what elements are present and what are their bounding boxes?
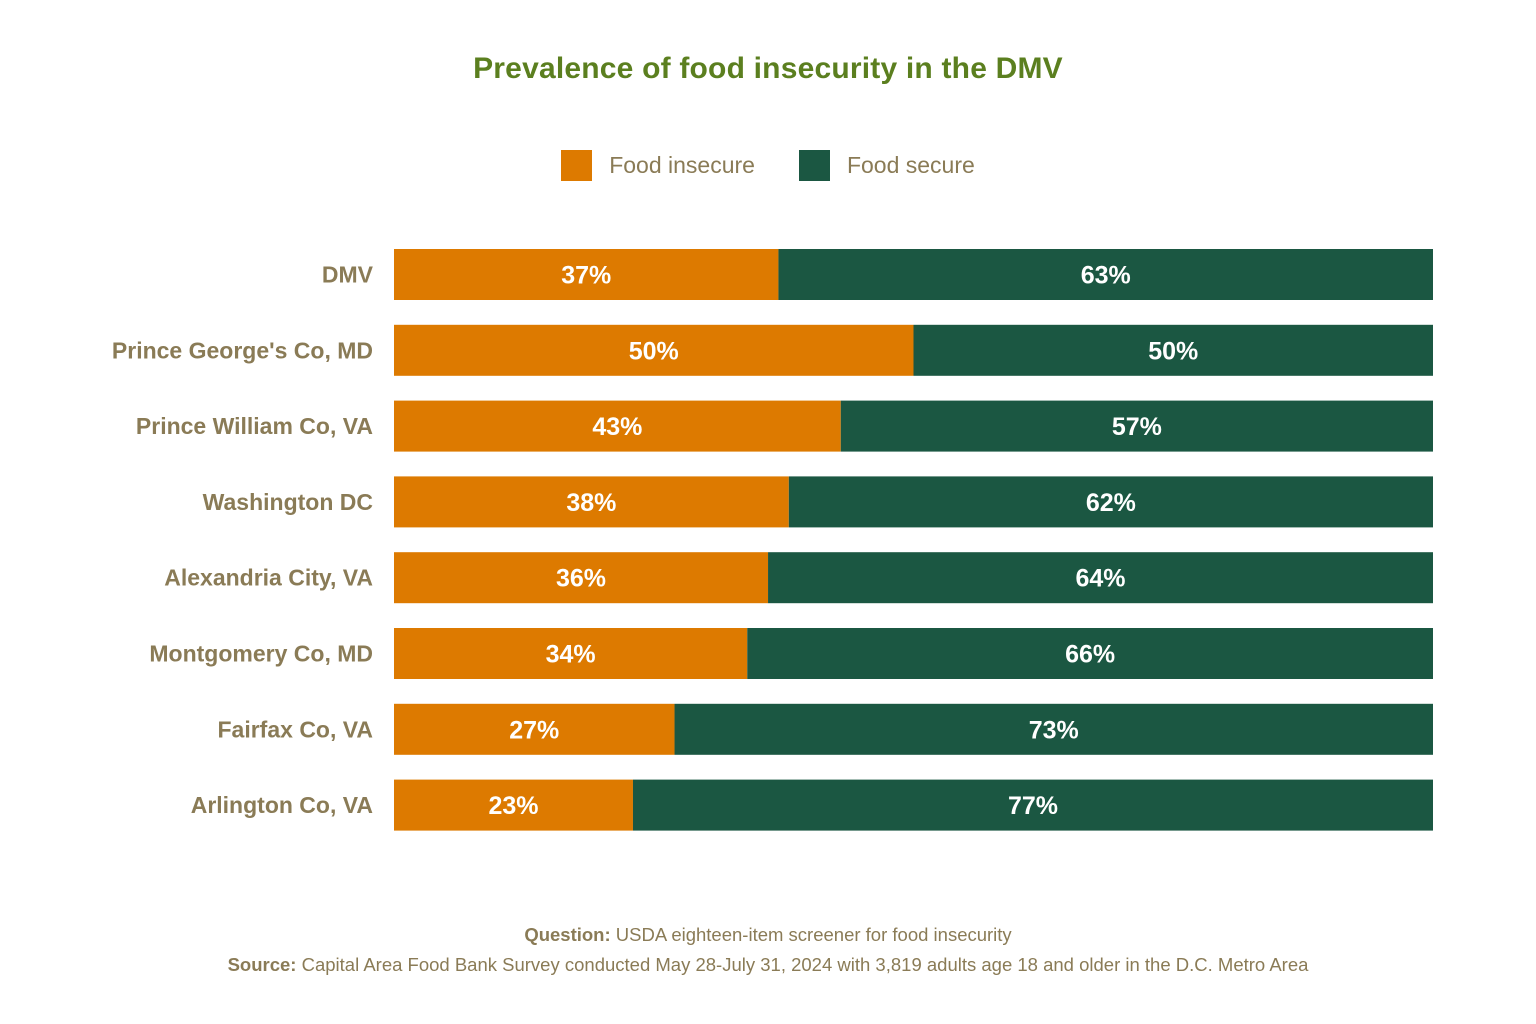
footer-question-text: USDA eighteen-item screener for food ins… <box>610 924 1012 945</box>
bar-label-food-secure-prince-george-s-co-md: 50% <box>1148 337 1198 365</box>
footer-question: Question: USDA eighteen-item screener fo… <box>0 924 1536 946</box>
category-label-dmv: DMV <box>322 262 374 288</box>
bar-label-food-secure-washington-dc: 62% <box>1086 489 1136 517</box>
bar-food-insecure-montgomery-co-md <box>394 628 748 679</box>
bar-food-secure-alexandria-city-va <box>768 552 1433 604</box>
category-label-arlington-co-va: Arlington Co, VA <box>191 792 373 818</box>
bar-food-secure-montgomery-co-md <box>747 628 1433 679</box>
bar-label-food-insecure-prince-george-s-co-md: 50% <box>629 337 679 365</box>
bar-food-secure-fairfax-co-va <box>674 703 1433 755</box>
bar-label-food-insecure-alexandria-city-va: 36% <box>556 565 606 593</box>
bar-food-secure-dmv <box>778 249 1433 300</box>
bar-food-secure-prince-george-s-co-md <box>913 324 1433 376</box>
legend-label-food-secure: Food secure <box>846 152 975 178</box>
category-label-prince-george-s-co-md: Prince George's Co, MD <box>112 337 373 363</box>
footer-source-text: Capital Area Food Bank Survey conducted … <box>296 954 1309 975</box>
legend-item-food-insecure: Food insecure <box>561 150 755 181</box>
bar-label-food-secure-prince-william-co-va: 57% <box>1112 413 1162 441</box>
legend-swatch-food-secure <box>798 150 830 181</box>
bar-label-food-secure-fairfax-co-va: 73% <box>1029 716 1079 744</box>
bar-food-secure-arlington-co-va <box>632 779 1433 831</box>
bar-label-food-insecure-fairfax-co-va: 27% <box>509 716 559 744</box>
chart-title: Prevalence of food insecurity in the DMV <box>473 52 1063 85</box>
category-label-montgomery-co-md: Montgomery Co, MD <box>149 641 373 667</box>
category-label-fairfax-co-va: Fairfax Co, VA <box>218 716 374 742</box>
bar-food-secure-prince-william-co-va <box>840 400 1433 452</box>
bar-food-insecure-alexandria-city-va <box>394 552 769 604</box>
category-label-alexandria-city-va: Alexandria City, VA <box>164 565 373 591</box>
bar-label-food-insecure-arlington-co-va: 23% <box>488 792 538 820</box>
category-label-washington-dc: Washington DC <box>203 489 373 515</box>
bar-label-food-insecure-montgomery-co-md: 34% <box>546 641 596 669</box>
bar-food-insecure-prince-william-co-va <box>394 400 841 452</box>
bar-label-food-secure-dmv: 63% <box>1081 262 1131 290</box>
bar-label-food-secure-arlington-co-va: 77% <box>1008 792 1058 820</box>
footer-question-label: Question: <box>524 924 611 945</box>
bar-food-secure-washington-dc <box>788 476 1433 528</box>
category-label-prince-william-co-va: Prince William Co, VA <box>136 413 373 439</box>
legend-item-food-secure: Food secure <box>798 150 975 181</box>
bar-chart: DMV 37% 63% Prince George's Co, MD 50% 50% Pri… <box>112 249 1433 831</box>
legend: Food insecure Food secure <box>0 150 1536 181</box>
legend-swatch-food-insecure <box>561 150 593 181</box>
bar-food-insecure-arlington-co-va <box>394 779 633 831</box>
bar-label-food-secure-montgomery-co-md: 66% <box>1065 641 1115 669</box>
bar-label-food-secure-alexandria-city-va: 64% <box>1075 565 1125 593</box>
footer-source: Source: Capital Area Food Bank Survey co… <box>0 954 1536 976</box>
bar-food-insecure-washington-dc <box>394 476 789 528</box>
bar-food-insecure-fairfax-co-va <box>394 703 675 755</box>
footer-source-label: Source: <box>227 954 297 975</box>
bar-label-food-insecure-dmv: 37% <box>561 262 611 290</box>
legend-label-food-insecure: Food insecure <box>609 152 755 178</box>
bar-label-food-insecure-washington-dc: 38% <box>566 489 616 517</box>
bar-food-insecure-dmv <box>394 249 779 300</box>
bar-label-food-insecure-prince-william-co-va: 43% <box>592 413 642 441</box>
bar-food-insecure-prince-george-s-co-md <box>394 324 914 376</box>
